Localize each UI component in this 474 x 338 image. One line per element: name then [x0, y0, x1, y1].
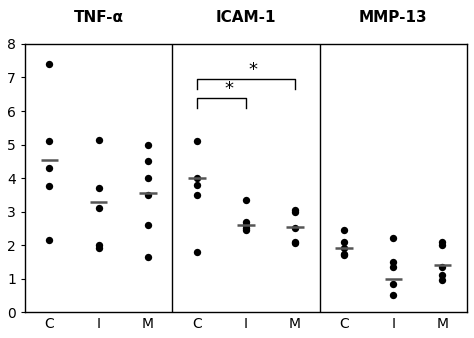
- Point: [144, 159, 152, 164]
- Point: [292, 241, 299, 246]
- Point: [242, 222, 250, 228]
- Point: [340, 246, 348, 251]
- Point: [340, 252, 348, 258]
- Text: *: *: [224, 79, 233, 98]
- Point: [292, 207, 299, 213]
- Point: [95, 246, 102, 251]
- Text: MMP-13: MMP-13: [359, 10, 428, 25]
- Point: [144, 192, 152, 197]
- Point: [242, 197, 250, 202]
- Point: [144, 254, 152, 260]
- Point: [95, 206, 102, 211]
- Point: [144, 175, 152, 181]
- Point: [193, 175, 201, 181]
- Point: [193, 182, 201, 188]
- Point: [439, 277, 447, 283]
- Point: [390, 293, 397, 298]
- Point: [390, 259, 397, 265]
- Point: [439, 264, 447, 270]
- Point: [46, 184, 53, 189]
- Point: [292, 226, 299, 231]
- Point: [390, 264, 397, 270]
- Point: [242, 226, 250, 231]
- Text: ICAM-1: ICAM-1: [216, 10, 276, 25]
- Point: [193, 249, 201, 255]
- Text: TNF-α: TNF-α: [73, 10, 124, 25]
- Point: [46, 62, 53, 67]
- Point: [340, 227, 348, 233]
- Point: [292, 239, 299, 244]
- Point: [439, 273, 447, 278]
- Point: [193, 192, 201, 197]
- Point: [242, 227, 250, 233]
- Point: [439, 239, 447, 244]
- Point: [46, 237, 53, 243]
- Point: [144, 142, 152, 147]
- Point: [390, 236, 397, 241]
- Text: *: *: [249, 61, 258, 79]
- Point: [95, 242, 102, 248]
- Point: [390, 281, 397, 286]
- Point: [46, 139, 53, 144]
- Point: [340, 251, 348, 256]
- Point: [292, 209, 299, 214]
- Point: [95, 137, 102, 142]
- Point: [144, 222, 152, 228]
- Point: [46, 165, 53, 171]
- Point: [439, 242, 447, 248]
- Point: [95, 186, 102, 191]
- Point: [193, 139, 201, 144]
- Point: [242, 219, 250, 224]
- Point: [340, 239, 348, 244]
